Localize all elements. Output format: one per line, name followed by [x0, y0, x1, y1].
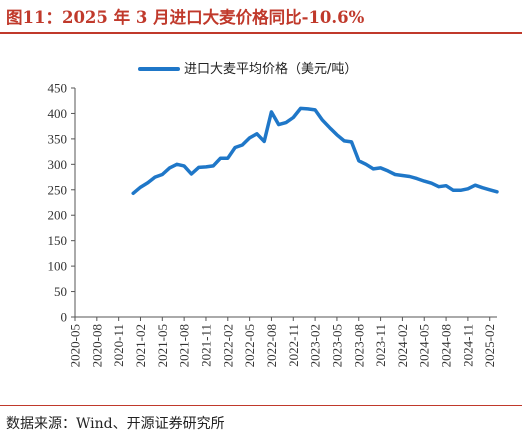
x-tick-label: 2020-11 — [111, 324, 126, 367]
legend-label: 进口大麦平均价格（美元/吨） — [184, 61, 357, 77]
x-tick-label: 2022-05 — [242, 324, 257, 367]
source-rule — [0, 405, 522, 406]
y-tick-label: 150 — [48, 233, 68, 248]
data-point — [248, 136, 251, 140]
x-tick-label: 2024-08 — [439, 324, 454, 367]
data-point — [495, 190, 499, 193]
data-point — [292, 116, 295, 119]
data-point — [488, 188, 491, 191]
axes — [71, 87, 497, 321]
data-point — [306, 107, 309, 111]
x-tick-label: 2020-08 — [89, 324, 104, 367]
source-note: 数据来源：Wind、开源证券研究所 — [6, 416, 225, 432]
data-point — [161, 173, 164, 176]
y-tick-labels: 0 50 100 150 200 250 300 350 400 450 — [48, 81, 68, 325]
data-point — [182, 164, 186, 168]
y-tick-label: 450 — [48, 81, 68, 96]
y-tick-label: 200 — [48, 208, 68, 223]
data-point — [190, 172, 193, 176]
x-tick-label: 2021-02 — [133, 324, 148, 367]
data-point — [212, 164, 215, 168]
data-point — [459, 189, 462, 192]
series-line — [131, 106, 499, 196]
data-point — [328, 126, 331, 129]
data-point — [474, 184, 477, 187]
x-tick-label: 2021-05 — [155, 324, 170, 367]
data-point — [219, 157, 222, 160]
data-point — [386, 169, 390, 173]
data-point — [241, 143, 244, 147]
data-point — [299, 107, 302, 110]
y-tick-label: 300 — [48, 157, 68, 172]
line-chart: 进口大麦平均价格（美元/吨） 0 50 100 150 200 250 300 350 400 4… — [48, 61, 499, 367]
data-point — [430, 182, 433, 185]
data-point — [466, 187, 470, 190]
data-point — [335, 133, 339, 136]
x-tick-label: 2023-05 — [329, 324, 344, 367]
data-point — [139, 186, 142, 189]
x-tick-label: 2023-08 — [351, 324, 366, 367]
y-tick-label: 250 — [48, 182, 68, 197]
data-point — [423, 179, 426, 183]
data-point — [357, 159, 360, 162]
data-point — [408, 175, 411, 178]
title-rule — [0, 32, 522, 34]
series-layer — [131, 106, 499, 196]
data-point — [444, 184, 448, 187]
x-tick-label: 2024-11 — [460, 324, 475, 367]
data-point — [168, 166, 171, 170]
data-point — [452, 189, 455, 192]
data-point — [146, 181, 149, 184]
data-point — [372, 167, 375, 171]
x-tick-label: 2022-11 — [286, 324, 301, 367]
figure-title: 图11：2025 年 3 月进口大麦价格同比-10.6% — [6, 8, 365, 27]
x-tick-label: 2021-11 — [198, 324, 213, 367]
data-point — [284, 121, 288, 124]
data-point — [255, 132, 259, 135]
y-tick-label: 350 — [48, 131, 68, 146]
chart-legend: 进口大麦平均价格（美元/吨） — [138, 61, 357, 77]
x-tick-label: 2025-02 — [482, 324, 497, 367]
data-point — [153, 175, 157, 179]
data-point — [321, 118, 324, 122]
data-point — [204, 165, 208, 169]
x-tick-label: 2021-08 — [177, 324, 192, 367]
data-point — [175, 163, 179, 166]
data-point — [313, 108, 317, 112]
data-point — [270, 110, 273, 114]
x-tick-label: 2024-05 — [417, 324, 432, 367]
x-tick-label: 2022-02 — [220, 324, 235, 367]
data-point — [481, 186, 484, 189]
data-point — [197, 166, 200, 169]
x-tick-label: 2023-02 — [308, 324, 323, 367]
data-point — [415, 177, 419, 180]
data-point — [401, 174, 404, 177]
data-point — [437, 185, 440, 188]
data-point — [263, 140, 266, 143]
x-tick-label: 2022-08 — [264, 324, 279, 367]
y-tick-label: 0 — [61, 310, 68, 325]
data-point — [226, 157, 229, 160]
y-tick-label: 50 — [54, 284, 67, 299]
data-point — [343, 139, 346, 143]
data-point — [233, 146, 237, 149]
y-tick-label: 400 — [48, 106, 68, 121]
data-point — [350, 140, 353, 144]
x-tick-label: 2024-02 — [395, 324, 410, 367]
x-tick-label: 2020-05 — [68, 324, 83, 367]
x-tick-labels: 2020-05 2020-08 2020-11 2021-02 2021-05 2021-… — [68, 324, 498, 367]
data-point — [277, 123, 280, 126]
data-point — [132, 192, 135, 195]
y-tick-label: 100 — [48, 259, 68, 274]
data-point — [393, 173, 397, 176]
x-tick-label: 2023-11 — [373, 324, 388, 367]
data-point — [364, 163, 368, 166]
data-point — [379, 166, 382, 170]
